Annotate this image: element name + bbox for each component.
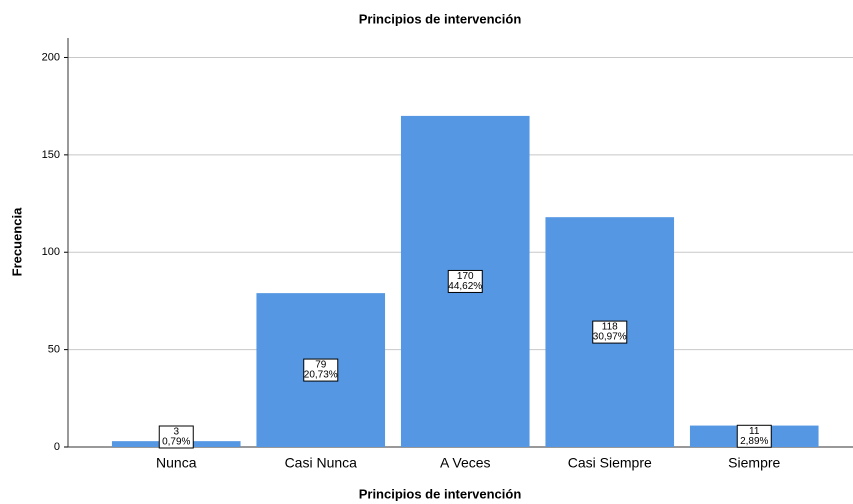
data-label-box	[592, 320, 628, 344]
data-label: 3	[173, 427, 179, 438]
data-label-box	[736, 424, 772, 448]
y-tick-label: 150	[42, 149, 60, 161]
y-tick-label: 0	[54, 441, 60, 453]
chart-title: Principios de intervención	[359, 11, 522, 26]
percent-label: 0,79%	[162, 437, 190, 448]
percent-label: 30,97%	[593, 332, 627, 343]
x-axis-title: Principios de intervención	[359, 486, 522, 501]
x-tick-label: Casi Siempre	[568, 455, 652, 471]
data-label: 170	[457, 271, 474, 282]
percent-label: 2,89%	[740, 436, 768, 447]
data-label-box	[447, 269, 483, 293]
data-label: 79	[315, 360, 327, 371]
x-tick-label: Casi Nunca	[285, 455, 358, 471]
percent-label: 44,62%	[448, 281, 482, 292]
y-tick-label: 100	[42, 246, 60, 258]
x-tick-label: Nunca	[156, 455, 197, 471]
data-label-box	[303, 358, 339, 382]
x-tick-label: A Veces	[440, 455, 491, 471]
percent-label: 20,73%	[304, 370, 338, 381]
x-tick-label: Siempre	[728, 455, 780, 471]
data-label: 11	[749, 426, 760, 437]
y-axis-title: Frecuencia	[9, 207, 24, 276]
y-tick-label: 200	[42, 51, 60, 63]
data-label-box	[158, 425, 194, 449]
data-label: 118	[602, 322, 618, 333]
y-tick-label: 50	[48, 344, 60, 356]
